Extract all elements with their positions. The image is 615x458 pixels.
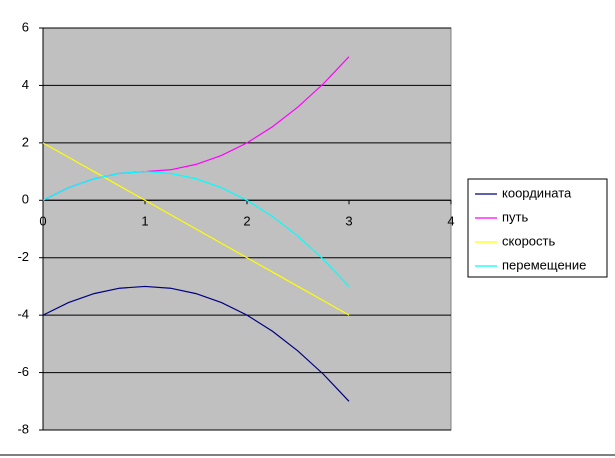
y-tick-label: 0 xyxy=(22,192,29,207)
series-line xyxy=(42,285,350,402)
legend-label: координата xyxy=(502,185,572,200)
legend-label: скорость xyxy=(502,233,555,248)
x-tick-label: 4 xyxy=(447,214,454,229)
x-tick-label: 0 xyxy=(39,214,46,229)
series-line xyxy=(42,142,350,316)
x-tick-label: 1 xyxy=(141,214,148,229)
y-tick-label: 2 xyxy=(22,134,29,149)
plot-area xyxy=(42,27,452,431)
x-tick-label: 3 xyxy=(345,214,352,229)
y-tick-label: 4 xyxy=(22,77,29,92)
legend-label: перемещение xyxy=(502,257,586,272)
x-tick-label: 2 xyxy=(243,214,250,229)
y-tick-label: -6 xyxy=(17,364,29,379)
y-tick-label: 6 xyxy=(22,19,29,34)
legend-label: путь xyxy=(502,209,528,224)
series-line xyxy=(42,170,350,287)
y-tick-label: -4 xyxy=(17,307,29,322)
y-tick-label: -2 xyxy=(17,249,29,264)
legend-box xyxy=(467,178,608,278)
y-tick-label: -8 xyxy=(17,421,29,436)
